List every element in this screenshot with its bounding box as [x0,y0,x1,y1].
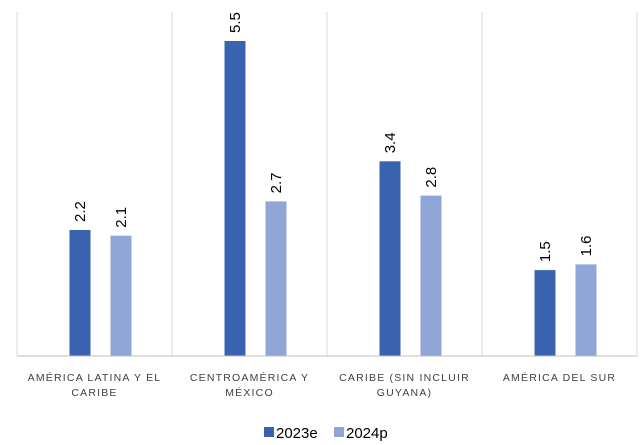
value-label-2023e-2: 3.4 [382,132,399,153]
value-label-2023e-1: 5.5 [227,12,244,33]
bar-2024p-2 [420,195,442,356]
bar-2023e-3 [534,270,556,356]
legend-swatch-2024p [334,427,344,437]
value-label-2024p-0: 2.1 [113,207,130,228]
value-label-2023e-0: 2.2 [72,201,89,222]
category-label-3-0: AMÉRICA DEL SUR [503,371,616,384]
value-label-2024p-2: 2.8 [423,167,440,188]
bar-2024p-0 [110,235,132,356]
legend-swatch-2023e [264,427,274,437]
category-label-2-0: CARIBE (SIN INCLUIR [339,372,470,384]
category-label-1-0: CENTROAMÉRICA Y [190,371,309,384]
value-label-2024p-3: 1.6 [578,236,595,257]
category-label-1-1: MÉXICO [225,386,274,399]
category-labels-group: AMÉRICA LATINA Y EL CARIBE CENTROAMÉRICA Y… [28,371,616,399]
category-label-0-1: CARIBE [71,387,117,399]
bar-2023e-2 [379,161,401,356]
value-label-2024p-1: 2.7 [268,173,285,194]
value-labels-group: 2.2 5.5 3.4 1.5 2.1 2.7 2.8 1.6 [72,12,595,262]
legend-label-2024p: 2024p [346,425,388,442]
bar-2023e-1 [224,41,246,356]
value-label-2023e-3: 1.5 [537,241,554,262]
category-label-0-0: AMÉRICA LATINA Y EL [28,371,162,384]
bars-group [69,41,597,356]
category-separators [16,12,638,356]
legend-label-2023e: 2023e [276,425,318,442]
legend: 2023e 2024p [264,425,388,442]
bar-2023e-0 [69,230,91,356]
bar-2024p-3 [575,264,597,356]
category-label-2-1: GUYANA) [377,387,432,399]
bar-2024p-1 [265,201,287,356]
